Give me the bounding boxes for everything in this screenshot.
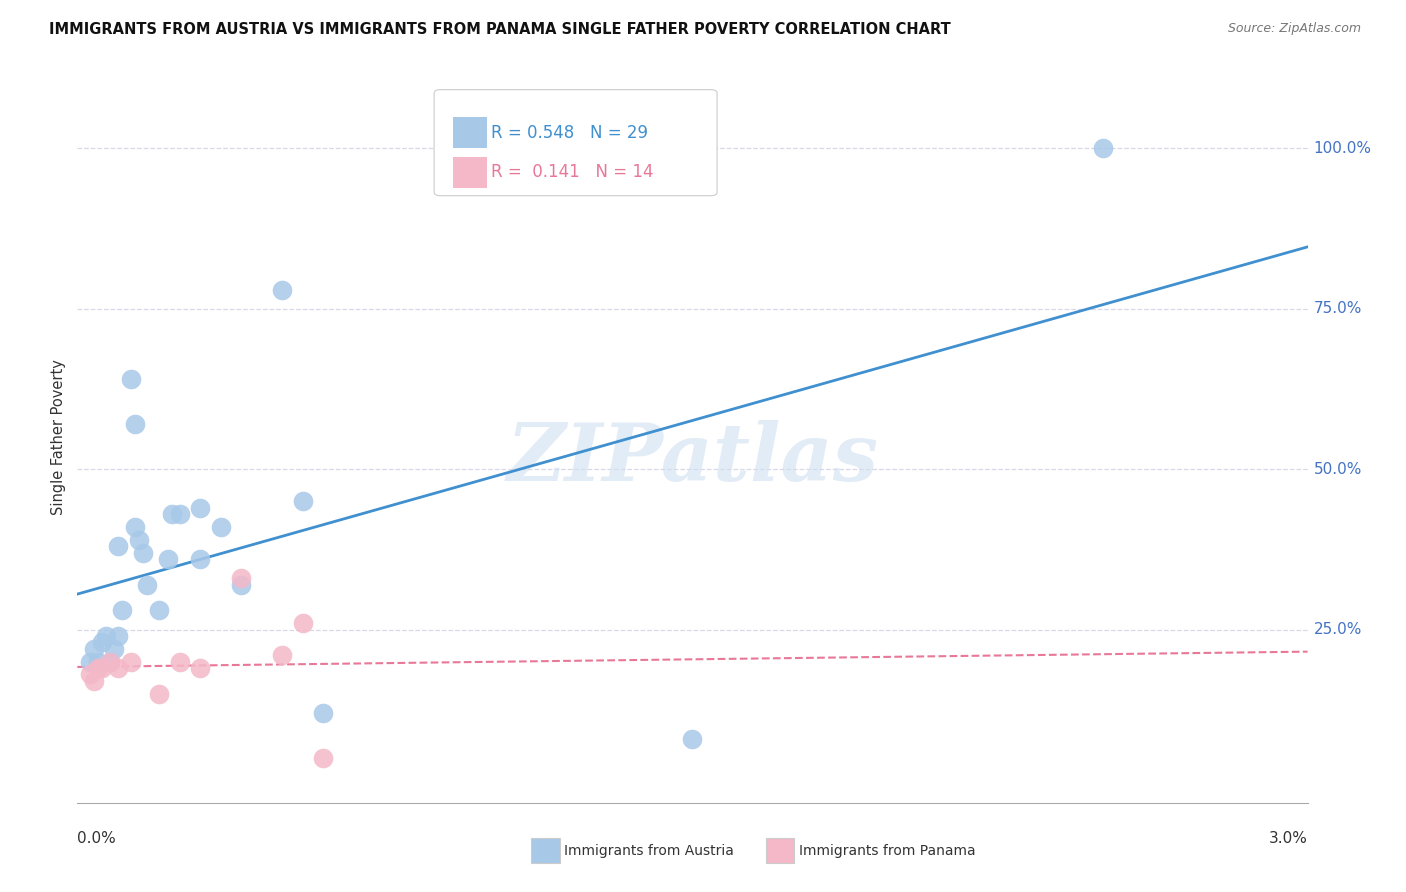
- Point: [136, 577, 159, 591]
- Text: 3.0%: 3.0%: [1268, 831, 1308, 846]
- Point: [312, 751, 335, 765]
- Text: Source: ZipAtlas.com: Source: ZipAtlas.com: [1227, 22, 1361, 36]
- Text: ZIPatlas: ZIPatlas: [506, 420, 879, 498]
- Point: [107, 539, 129, 553]
- Point: [312, 706, 335, 720]
- Point: [160, 507, 183, 521]
- Point: [132, 545, 155, 559]
- Text: 100.0%: 100.0%: [1313, 141, 1372, 156]
- Point: [148, 687, 170, 701]
- Point: [98, 655, 121, 669]
- Point: [231, 577, 253, 591]
- Point: [209, 520, 232, 534]
- Text: 25.0%: 25.0%: [1313, 622, 1362, 637]
- Point: [90, 661, 114, 675]
- Point: [87, 661, 110, 675]
- Point: [124, 520, 146, 534]
- Point: [94, 629, 117, 643]
- Text: Immigrants from Panama: Immigrants from Panama: [799, 844, 976, 858]
- Point: [291, 616, 314, 631]
- Point: [188, 661, 212, 675]
- Point: [271, 648, 294, 663]
- Point: [188, 552, 212, 566]
- Point: [111, 603, 134, 617]
- Text: Immigrants from Austria: Immigrants from Austria: [564, 844, 734, 858]
- Point: [120, 372, 142, 386]
- Text: 75.0%: 75.0%: [1313, 301, 1362, 317]
- Point: [103, 641, 125, 656]
- Point: [90, 635, 114, 649]
- Text: 50.0%: 50.0%: [1313, 462, 1362, 476]
- Point: [188, 500, 212, 515]
- Point: [83, 641, 105, 656]
- Point: [156, 552, 179, 566]
- Point: [271, 283, 294, 297]
- Point: [169, 655, 191, 669]
- Point: [682, 731, 704, 746]
- Point: [107, 661, 129, 675]
- Point: [148, 603, 170, 617]
- Point: [83, 673, 105, 688]
- Point: [79, 667, 101, 681]
- FancyBboxPatch shape: [434, 90, 717, 195]
- Text: IMMIGRANTS FROM AUSTRIA VS IMMIGRANTS FROM PANAMA SINGLE FATHER POVERTY CORRELAT: IMMIGRANTS FROM AUSTRIA VS IMMIGRANTS FR…: [49, 22, 950, 37]
- Y-axis label: Single Father Poverty: Single Father Poverty: [51, 359, 66, 515]
- Text: R = 0.548   N = 29: R = 0.548 N = 29: [491, 124, 648, 142]
- Point: [128, 533, 150, 547]
- Point: [124, 417, 146, 432]
- Point: [98, 655, 121, 669]
- Text: R =  0.141   N = 14: R = 0.141 N = 14: [491, 163, 654, 181]
- Point: [1091, 141, 1114, 155]
- Point: [107, 629, 129, 643]
- FancyBboxPatch shape: [453, 157, 486, 187]
- Text: 0.0%: 0.0%: [77, 831, 117, 846]
- Point: [231, 571, 253, 585]
- Point: [120, 655, 142, 669]
- FancyBboxPatch shape: [453, 118, 486, 148]
- Point: [79, 655, 101, 669]
- Point: [87, 655, 110, 669]
- Point: [169, 507, 191, 521]
- Point: [291, 494, 314, 508]
